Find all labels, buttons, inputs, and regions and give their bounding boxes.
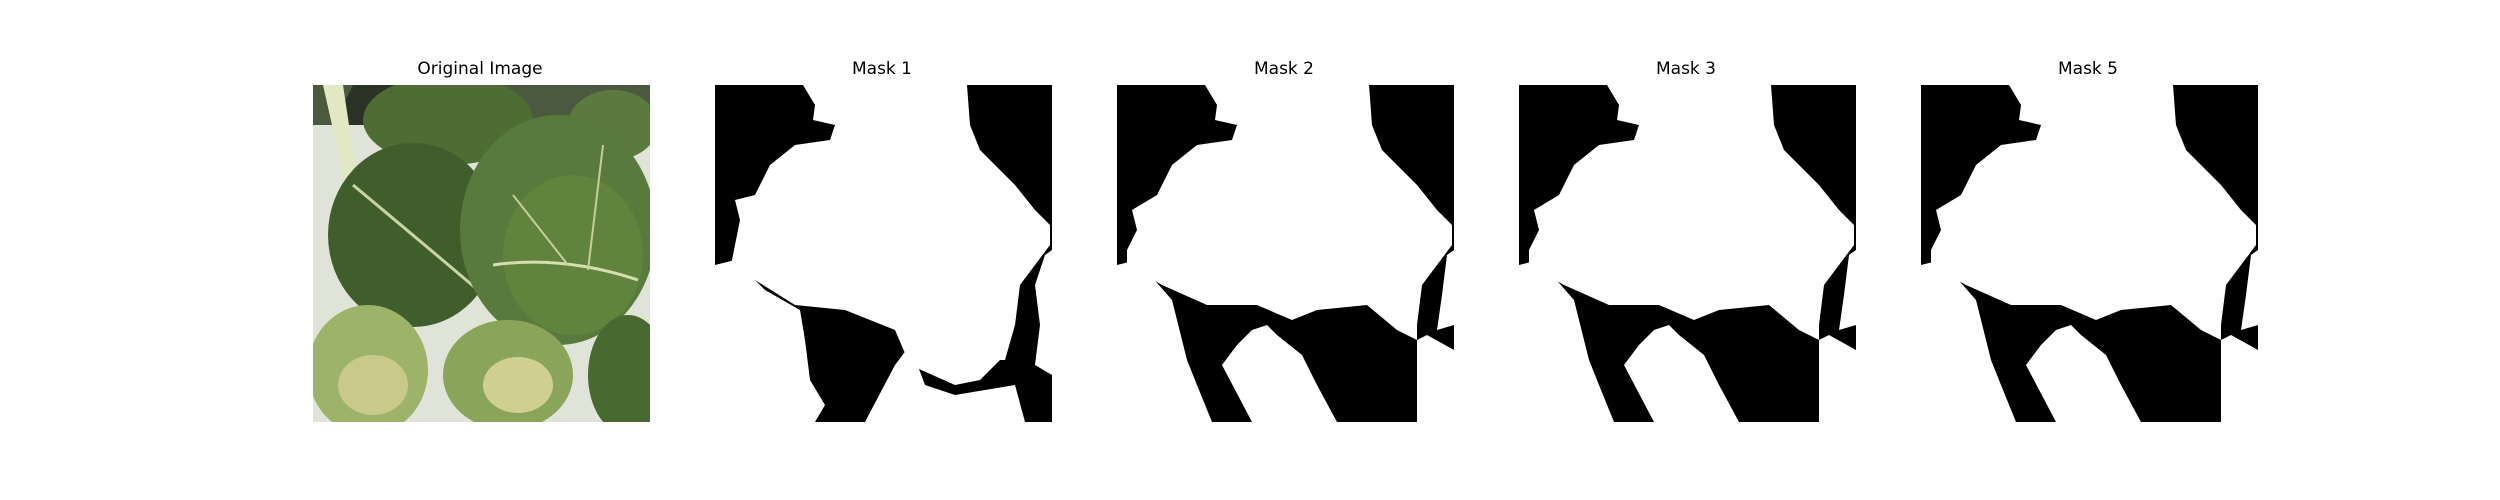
mask-5-panel: Mask 5 xyxy=(1918,0,2258,500)
mask-1-title: Mask 1 xyxy=(851,59,912,79)
mask-2-title: Mask 2 xyxy=(1253,59,1314,79)
mask-2-image xyxy=(1117,85,1454,422)
mask-3-title: Mask 3 xyxy=(1655,59,1716,79)
mask-5-title: Mask 5 xyxy=(2057,59,2118,79)
mask-1-image xyxy=(715,85,1052,422)
mask-3-image xyxy=(1519,85,1856,422)
original-image xyxy=(313,85,650,422)
original-image-title: Original Image xyxy=(417,59,543,79)
mask-1-panel: Mask 1 xyxy=(712,0,1052,500)
original-image-panel: Original Image xyxy=(310,0,650,500)
mask-2-panel: Mask 2 xyxy=(1114,0,1454,500)
mask-3-panel: Mask 3 xyxy=(1516,0,1856,500)
mask-5-image xyxy=(1921,85,2258,422)
